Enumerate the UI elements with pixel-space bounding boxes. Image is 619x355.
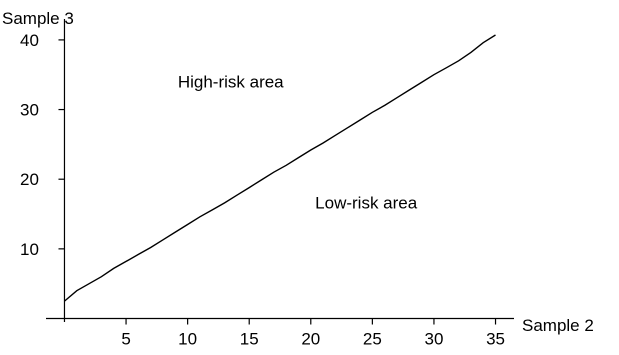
y-tick-label: 10: [20, 240, 39, 259]
y-axis-title: Sample 3: [2, 9, 74, 28]
x-tick-label: 25: [363, 330, 382, 349]
y-tick-label: 40: [20, 31, 39, 50]
x-tick-label: 20: [301, 330, 320, 349]
y-tick-label: 20: [20, 170, 39, 189]
high-risk-annotation: High-risk area: [178, 72, 284, 91]
y-ticks: 10 20 30 40: [20, 31, 65, 259]
x-tick-label: 15: [240, 330, 259, 349]
y-tick-label: 30: [20, 101, 39, 120]
series-line: [64, 34, 496, 302]
low-risk-annotation: Low-risk area: [315, 193, 418, 212]
x-tick-label: 5: [121, 330, 130, 349]
x-tick-label: 10: [178, 330, 197, 349]
x-ticks: 5 10 15 20 25 30 35: [121, 318, 505, 349]
x-tick-label: 35: [486, 330, 505, 349]
x-axis-title: Sample 2: [522, 316, 594, 335]
x-tick-label: 30: [424, 330, 443, 349]
